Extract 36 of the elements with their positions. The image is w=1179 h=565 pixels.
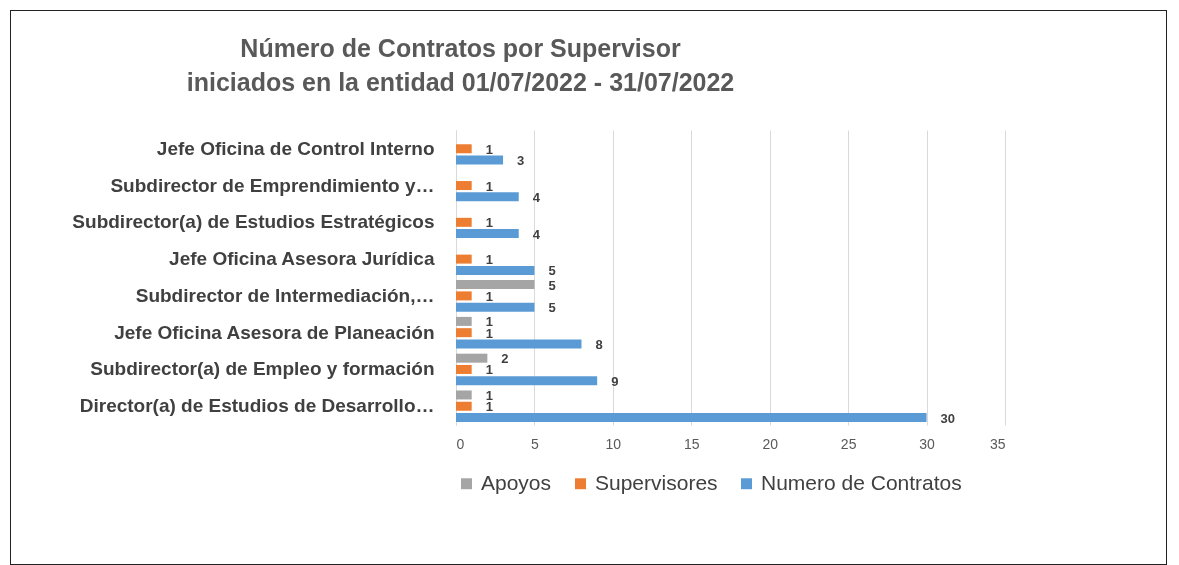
y-tick-label: Jefe Oficina Asesora de Planeación xyxy=(114,321,435,343)
data-label: 3 xyxy=(517,153,525,169)
x-tick-label: 30 xyxy=(919,435,936,452)
chart-title: Número de Contratos por Supervisor iniciados en la entidad 01/07/2022 - 31/07/2022 xyxy=(186,34,735,96)
legend-label: Supervisores xyxy=(595,470,718,494)
y-tick-label: Subdirector(a) de Estudios Estratégicos xyxy=(72,211,435,233)
legend-label: Apoyos xyxy=(481,470,552,494)
y-tick-label: Subdirector(a) de Empleo y formación xyxy=(90,358,435,380)
x-tick-label: 0 xyxy=(456,435,465,452)
y-tick-label: Director(a) de Estudios de Desarrollo… xyxy=(79,395,435,417)
x-tick-label: 5 xyxy=(531,435,540,452)
data-label: 1 xyxy=(485,141,493,157)
y-tick-label: Subdirector de Emprendimiento y… xyxy=(110,174,435,196)
y-tick-label: Jefe Oficina Asesora Jurídica xyxy=(169,248,435,270)
x-tick-label: 25 xyxy=(840,435,857,452)
data-label: 5 xyxy=(548,263,556,279)
data-label: 4 xyxy=(532,189,541,205)
data-label: 1 xyxy=(485,362,493,378)
data-label: 2 xyxy=(501,351,509,367)
data-label: 8 xyxy=(595,336,603,352)
x-tick-label: 35 xyxy=(989,435,1006,452)
data-label: 5 xyxy=(548,300,556,316)
y-tick-label: Subdirector de Intermediación,… xyxy=(135,284,435,306)
data-label: 9 xyxy=(611,373,619,389)
x-tick-label: 20 xyxy=(762,435,779,452)
y-tick-label: Jefe Oficina de Control Interno xyxy=(156,137,435,159)
data-label: 1 xyxy=(485,252,493,268)
data-label: 4 xyxy=(532,226,541,242)
data-label: 1 xyxy=(485,288,493,304)
data-label: 30 xyxy=(940,410,956,426)
legend-label: Numero de Contratos xyxy=(761,470,962,494)
data-label: 5 xyxy=(548,277,556,293)
data-label: 1 xyxy=(485,178,493,194)
x-tick-label: 15 xyxy=(684,435,700,452)
x-tick-label: 10 xyxy=(605,435,622,452)
data-label: 1 xyxy=(485,215,493,231)
